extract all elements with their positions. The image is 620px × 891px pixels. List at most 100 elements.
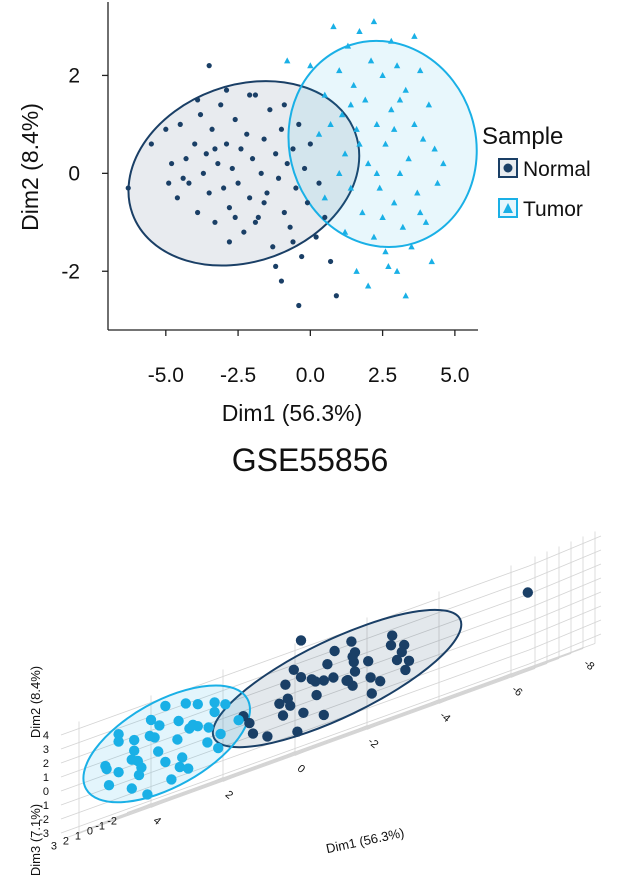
point-tumor (370, 233, 378, 240)
point3d-tumor (129, 734, 140, 746)
point-tumor (359, 209, 366, 216)
point3d-tumor (177, 752, 188, 763)
grid-line (528, 535, 602, 567)
grid-line (528, 591, 602, 623)
y-tick-label: 2 (68, 64, 80, 87)
point3d-tumor (187, 719, 199, 730)
dataset-caption: GSE55856 (231, 442, 389, 478)
point-tumor (307, 62, 314, 69)
point3d-tumor (142, 789, 153, 800)
point3d-normal (298, 707, 309, 718)
grid-line (528, 577, 602, 609)
point-normal (168, 160, 175, 167)
point3d-normal (292, 726, 303, 737)
point-normal (226, 205, 233, 211)
point3d-normal (310, 676, 321, 687)
point-tumor (362, 96, 369, 103)
y3-tick-label: -2 (39, 814, 49, 826)
point3d-tumor (129, 745, 140, 756)
point-normal (284, 160, 290, 167)
x3-tick-label: -8 (581, 657, 596, 672)
point-tumor (428, 258, 435, 265)
point3d-normal (285, 700, 296, 711)
point3d-normal (366, 688, 377, 699)
point-normal (195, 209, 201, 216)
point-normal (229, 165, 235, 172)
point-normal (290, 146, 296, 152)
point-normal (275, 175, 282, 181)
point3d-normal (247, 728, 259, 739)
point-tumor (414, 189, 421, 196)
point3d-normal (387, 630, 398, 641)
grid-line (114, 648, 584, 818)
z3-tick-label: 3 (51, 841, 57, 853)
y3-tick-label: 0 (43, 786, 49, 798)
point-tumor (353, 267, 360, 274)
point-normal (174, 195, 180, 201)
point-normal (177, 121, 183, 127)
point-tumor (330, 23, 337, 30)
grid-line (528, 619, 602, 651)
point-normal (238, 146, 244, 152)
grid-line (60, 593, 530, 764)
point-normal (203, 151, 209, 157)
point-normal (333, 293, 339, 299)
point3d-tumor (154, 720, 165, 731)
point-tumor (408, 243, 415, 250)
y3-tick-label: 4 (43, 730, 49, 742)
point-tumor (431, 145, 438, 152)
point3d-tumor (209, 697, 220, 708)
z3-tick-label: 1 (75, 831, 81, 843)
point-tumor (376, 184, 383, 191)
point-tumor (284, 57, 291, 64)
point-normal (296, 302, 302, 309)
y3-tick-label: 3 (43, 744, 49, 756)
point-tumor (396, 96, 404, 103)
point-tumor (425, 101, 433, 108)
grid-line (66, 668, 536, 838)
point-normal (166, 180, 172, 186)
point-tumor (440, 160, 447, 167)
x-tick-label: 0.0 (296, 364, 325, 387)
point-normal (255, 214, 261, 221)
point-tumor (393, 267, 401, 274)
point-normal (273, 151, 279, 157)
x3-tick-label: -4 (437, 709, 452, 724)
point3d-normal (277, 710, 289, 721)
y-tick-label: -2 (61, 260, 80, 283)
point-tumor (416, 209, 424, 216)
point-tumor (402, 292, 409, 299)
point-normal (200, 170, 206, 176)
x-tick-label: -5.0 (148, 364, 184, 387)
z3-tick-label: -1 (95, 821, 105, 833)
point-tumor (422, 218, 430, 225)
point-normal (290, 239, 296, 245)
point-normal (197, 111, 204, 118)
point3d-tumor (113, 767, 124, 778)
point-normal (296, 121, 302, 127)
point3d-tumor (180, 698, 191, 709)
point-tumor (321, 194, 328, 201)
point-tumor (388, 106, 395, 113)
point3d-tumor (203, 722, 214, 733)
point3d-tumor (160, 700, 171, 712)
point3d-normal (280, 679, 291, 690)
point-tumor (382, 140, 389, 147)
point-tumor (402, 86, 409, 93)
point-tumor (373, 169, 381, 176)
y-axis-label: Dim2 (8.4%) (17, 103, 43, 231)
point-tumor (396, 169, 404, 176)
point-normal (244, 131, 250, 137)
x-axis-label: Dim1 (56.3%) (222, 400, 363, 426)
point-normal (261, 136, 267, 142)
grid-line (102, 653, 572, 823)
point-normal (235, 180, 241, 186)
y3-axis-label: Dim2 (8.4%) (28, 666, 43, 738)
x-tick-label: 2.5 (368, 364, 397, 387)
point-normal (223, 141, 230, 147)
point-normal (195, 97, 201, 103)
x3-tick-label: -6 (509, 683, 524, 698)
point-tumor (341, 228, 349, 235)
point-tumor (356, 140, 363, 147)
